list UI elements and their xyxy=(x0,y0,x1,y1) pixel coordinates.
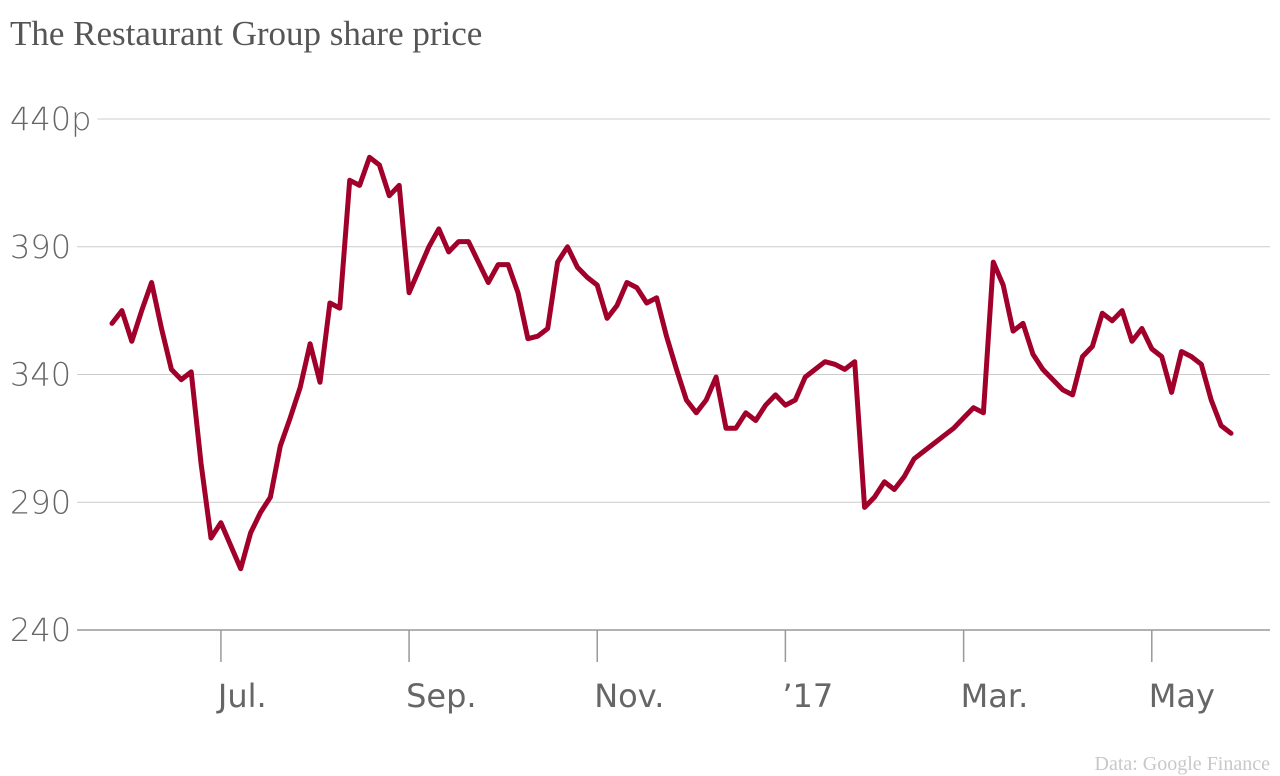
x-tick-label: May xyxy=(1149,677,1215,715)
chart-title: The Restaurant Group share price xyxy=(10,14,482,53)
x-tick-label: Jul. xyxy=(216,677,267,715)
x-tick-label: Sep. xyxy=(406,677,476,715)
x-tick-label: Mar. xyxy=(961,677,1029,715)
y-tick-label: 440p xyxy=(10,100,91,138)
price-line xyxy=(109,154,1234,572)
y-tick-label: 240 xyxy=(10,611,71,649)
y-tick-label: 390 xyxy=(10,228,71,266)
y-tick-label: 290 xyxy=(10,483,71,521)
y-tick-label: 340 xyxy=(10,356,71,394)
source-note: Data: Google Finance xyxy=(1095,753,1271,775)
x-tick-label: Nov. xyxy=(594,677,664,715)
x-tick-label: ’17 xyxy=(782,677,833,715)
